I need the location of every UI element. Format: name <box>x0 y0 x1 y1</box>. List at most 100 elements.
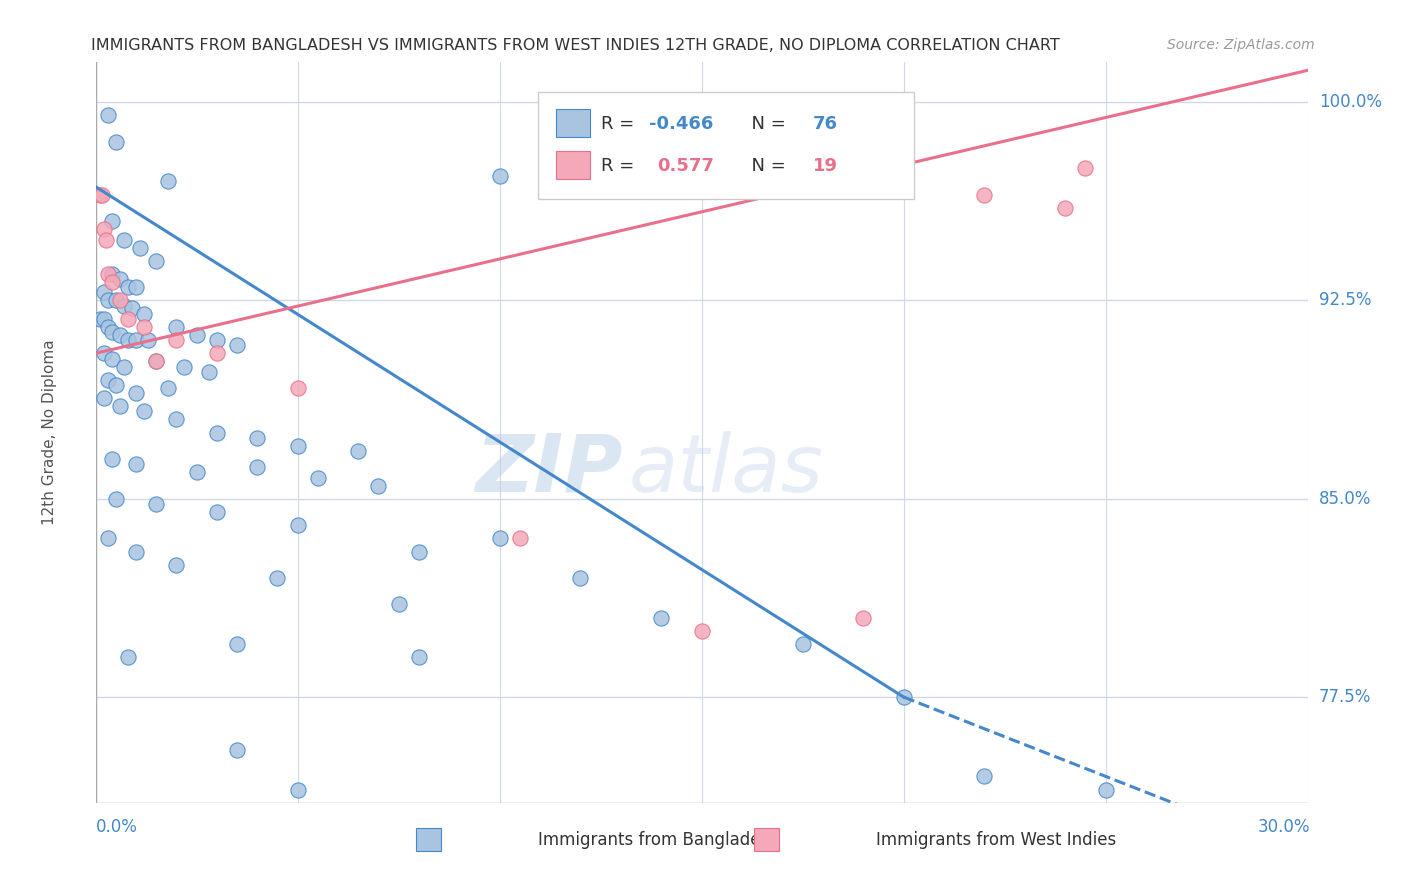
Point <box>100 267 122 281</box>
Point <box>129 241 152 255</box>
Point <box>509 532 531 546</box>
Point <box>117 650 139 665</box>
Bar <box>557 109 591 137</box>
Point <box>125 280 148 294</box>
Text: 77.5%: 77.5% <box>1319 688 1371 706</box>
Point <box>97 293 120 308</box>
Point <box>112 299 135 313</box>
Point <box>893 690 915 704</box>
Text: ZIP: ZIP <box>475 431 623 508</box>
Point <box>1054 201 1077 215</box>
Text: Source: ZipAtlas.com: Source: ZipAtlas.com <box>1167 38 1315 53</box>
Point <box>125 333 148 347</box>
Point <box>246 460 269 475</box>
Bar <box>416 828 441 851</box>
Text: 0.0%: 0.0% <box>96 818 138 836</box>
Point <box>165 333 187 347</box>
Point <box>97 373 120 387</box>
Text: atlas: atlas <box>628 431 824 508</box>
Point <box>1074 161 1097 176</box>
Point <box>93 312 115 326</box>
FancyBboxPatch shape <box>538 92 914 200</box>
Point <box>226 338 249 352</box>
Point <box>205 425 228 440</box>
Point <box>108 327 131 342</box>
Point <box>186 465 208 479</box>
Point <box>226 637 249 651</box>
Text: 85.0%: 85.0% <box>1319 490 1371 508</box>
Text: 19: 19 <box>813 157 838 175</box>
Point <box>100 214 122 228</box>
Point <box>569 571 592 585</box>
Text: IMMIGRANTS FROM BANGLADESH VS IMMIGRANTS FROM WEST INDIES 12TH GRADE, NO DIPLOMA: IMMIGRANTS FROM BANGLADESH VS IMMIGRANTS… <box>91 38 1060 54</box>
Point <box>117 280 139 294</box>
Point <box>145 253 167 268</box>
Point <box>205 333 228 347</box>
Text: 0.577: 0.577 <box>657 157 714 175</box>
Text: R =: R = <box>600 115 640 133</box>
Point <box>226 743 249 757</box>
Point <box>266 571 288 585</box>
Point <box>100 351 122 366</box>
Point <box>94 233 117 247</box>
Point <box>97 319 120 334</box>
Point <box>246 431 269 445</box>
Point <box>108 293 131 308</box>
Point <box>367 478 389 492</box>
Point <box>97 532 120 546</box>
Point <box>132 307 155 321</box>
Text: Immigrants from West Indies: Immigrants from West Indies <box>876 831 1116 849</box>
Point <box>100 275 122 289</box>
Point <box>197 365 219 379</box>
Point <box>112 359 135 374</box>
Point <box>125 544 148 558</box>
Point <box>145 354 167 368</box>
Point <box>93 222 115 236</box>
Point <box>287 439 309 453</box>
Point <box>205 346 228 360</box>
Point <box>100 325 122 339</box>
Point <box>173 359 195 374</box>
Point <box>100 452 122 467</box>
Point <box>690 624 713 638</box>
Point <box>117 312 139 326</box>
Text: 92.5%: 92.5% <box>1319 292 1371 310</box>
Text: R =: R = <box>600 157 645 175</box>
Point <box>852 611 875 625</box>
Point <box>488 532 510 546</box>
Point <box>117 333 139 347</box>
Point <box>157 381 180 395</box>
Point <box>973 769 995 783</box>
Point <box>125 458 148 472</box>
Point <box>108 272 131 286</box>
Point <box>307 470 329 484</box>
Point <box>157 174 180 188</box>
Point <box>108 399 131 413</box>
Point <box>205 505 228 519</box>
Text: N =: N = <box>741 115 792 133</box>
Point <box>112 233 135 247</box>
Point <box>93 346 115 360</box>
Point <box>104 135 127 149</box>
Point <box>104 491 127 506</box>
Text: -0.466: -0.466 <box>650 115 714 133</box>
Point <box>97 108 120 122</box>
Point <box>104 293 127 308</box>
Point <box>287 782 309 797</box>
Point <box>1094 782 1116 797</box>
Point <box>89 187 111 202</box>
Point <box>132 404 155 418</box>
Point <box>165 412 187 426</box>
Point <box>973 187 995 202</box>
Point <box>287 518 309 533</box>
Bar <box>754 828 779 851</box>
Point <box>792 637 814 651</box>
Point <box>93 285 115 300</box>
Point <box>121 301 143 316</box>
Point <box>408 544 430 558</box>
Point <box>287 381 309 395</box>
Point <box>650 611 672 625</box>
Point <box>90 187 112 202</box>
Point <box>104 378 127 392</box>
Point <box>145 497 167 511</box>
